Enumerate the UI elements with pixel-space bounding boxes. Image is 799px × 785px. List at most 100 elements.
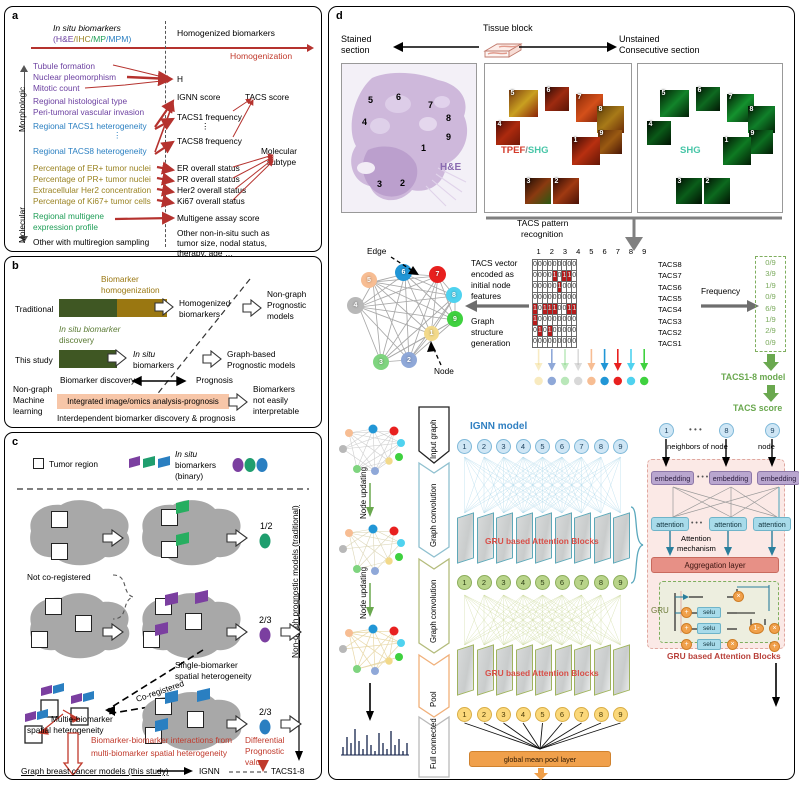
panel-a-axis [24, 67, 26, 243]
shg-patch: 5 [660, 90, 689, 117]
ignn-green-node-8[interactable]: 8 [593, 575, 609, 590]
embedding-label: embedding [760, 473, 797, 483]
tacs-vector-label-2: encoded as [471, 269, 514, 279]
ignn-green-node-4[interactable]: 4 [515, 575, 531, 590]
detail-node-label: 9 [770, 426, 775, 435]
node-number: 8 [598, 442, 604, 451]
tacs-matrix-cell: 0 [546, 259, 553, 271]
graph-node-3[interactable]: 3 [373, 354, 389, 370]
tacs-model-label: TACS1-8 model [721, 372, 786, 382]
he-region-number: 2 [400, 178, 406, 188]
graph-node-7[interactable]: 7 [429, 266, 446, 283]
row1-arrow-2 [226, 528, 248, 548]
ignn-yellow-node-3[interactable]: 3 [496, 707, 511, 722]
patch-number: 8 [598, 106, 603, 113]
node-number: 5 [540, 710, 545, 719]
node-number: 3 [501, 710, 506, 719]
ignn-yellow-node-9[interactable]: 9 [613, 707, 628, 722]
tacs-matrix-cell: 1 [551, 270, 558, 282]
tacs-matrix-col-header: 1 [536, 247, 541, 256]
node-number: 3 [501, 442, 506, 451]
ignn-blue-node-3[interactable]: 3 [496, 439, 511, 454]
pipeline-graphconv-chevron-2 [418, 557, 450, 654]
tacs-matrix-cell: 0 [566, 336, 573, 348]
tacs-matrix-cell: 0 [541, 325, 548, 337]
homogenized-item: Ki67 overall status [177, 196, 245, 206]
gru-attention-plate [613, 644, 630, 696]
ignn-yellow-node-7[interactable]: 7 [574, 707, 589, 722]
ignn-yellow-node-6[interactable]: 6 [554, 707, 570, 722]
frequency-value: 3/9 [765, 269, 776, 279]
tacs-matrix-row-header: TACS6 [658, 282, 682, 292]
tacs-matrix-cell: 0 [541, 336, 548, 348]
graph-node-1[interactable]: 1 [424, 326, 439, 341]
tacs-matrix-cell: 0 [556, 325, 563, 337]
tacs-matrix-cell: 0 [536, 281, 543, 293]
stained-label-2: section [341, 45, 370, 55]
ignn-green-node-2[interactable]: 2 [476, 575, 492, 590]
ignn-blue-node-2[interactable]: 2 [476, 439, 492, 454]
he-region-number: 1 [421, 143, 427, 153]
ignn-green-node-6[interactable]: 6 [554, 575, 570, 590]
tpef-patch: 1 [572, 137, 600, 165]
ignn-blue-node-4[interactable]: 4 [515, 439, 531, 454]
ignn-yellow-node-1[interactable]: 1 [457, 707, 472, 722]
ignn-green-node-5[interactable]: 5 [535, 575, 550, 590]
node-updating-label-2: Node updating [359, 567, 368, 619]
tacs-matrix-cell: 0 [556, 270, 563, 282]
graph-node-4[interactable]: 4 [347, 297, 364, 314]
ignn-blue-node-5[interactable]: 5 [535, 439, 550, 454]
ignn-tacs-connector [229, 771, 267, 773]
detail-node-8[interactable]: 8 [719, 423, 734, 438]
gru-blocks-label-bottom: GRU based Attention Blocks [485, 668, 599, 678]
ignn-blue-node-6[interactable]: 6 [554, 439, 570, 454]
panel-c-side-arrow [295, 593, 303, 761]
tacs-matrix-row-header: TACS1 [658, 339, 682, 349]
ignn-blue-node-1[interactable]: 1 [457, 439, 472, 454]
ignn-edges-green [464, 594, 621, 646]
ignn-green-node-3[interactable]: 3 [496, 575, 511, 590]
ignn-blue-node-7[interactable]: 7 [574, 439, 589, 454]
tacs-matrix-row-header: TACS8 [658, 260, 682, 269]
tacs-matrix-cell: 0 [561, 303, 568, 315]
graph-models-label: Graph breast cancer models (this study) [21, 766, 169, 776]
tacs-matrix-cell: 0 [556, 292, 563, 304]
tacs-matrix-cell: 1 [566, 270, 573, 282]
graph-node-6[interactable]: 6 [395, 264, 412, 281]
graph-node-2[interactable]: 2 [401, 352, 417, 368]
ignn-green-node-7[interactable]: 7 [574, 575, 589, 590]
graph-node-9[interactable]: 9 [447, 311, 463, 327]
detail-node-1[interactable]: 1 [659, 423, 674, 438]
tacs-matrix-cell: 0 [556, 303, 563, 315]
graph-node-8[interactable]: 8 [446, 287, 462, 303]
ignn-green-node-1[interactable]: 1 [457, 575, 472, 590]
ignn-blue-node-8[interactable]: 8 [593, 439, 609, 454]
matrix-node-color-arrows [534, 349, 649, 386]
graph-node-5[interactable]: 5 [361, 272, 377, 288]
attention-ellipsis: • • • [691, 520, 703, 527]
selu-label: selu [703, 625, 715, 632]
ignn-yellow-node-5[interactable]: 5 [535, 707, 550, 722]
tacs-matrix-row-header: TACS5 [658, 293, 682, 303]
attention-box-9: attention [753, 517, 791, 531]
detail-node-9[interactable]: 9 [765, 423, 780, 438]
selu-label: selu [703, 641, 715, 648]
patch-number: 2 [705, 178, 710, 185]
tacs-matrix-row-header: TACS7 [658, 271, 682, 281]
ignn-yellow-node-8[interactable]: 8 [593, 707, 609, 722]
homogenization-title-2: homogenization [101, 285, 160, 295]
ignn-green-node-9[interactable]: 9 [613, 575, 628, 590]
tacs-matrix-cell: 0 [532, 336, 538, 348]
shg-patch: 8 [748, 106, 775, 133]
ignn-yellow-node-2[interactable]: 2 [476, 707, 492, 722]
ignn-yellow-node-4[interactable]: 4 [515, 707, 531, 722]
pipeline-stage-text: Graph convolution [429, 483, 438, 547]
ignn-blue-node-9[interactable]: 9 [613, 439, 628, 454]
tacs-matrix-cell: 0 [561, 292, 568, 304]
panel-a-left-header: In situ biomarkers [53, 23, 121, 33]
